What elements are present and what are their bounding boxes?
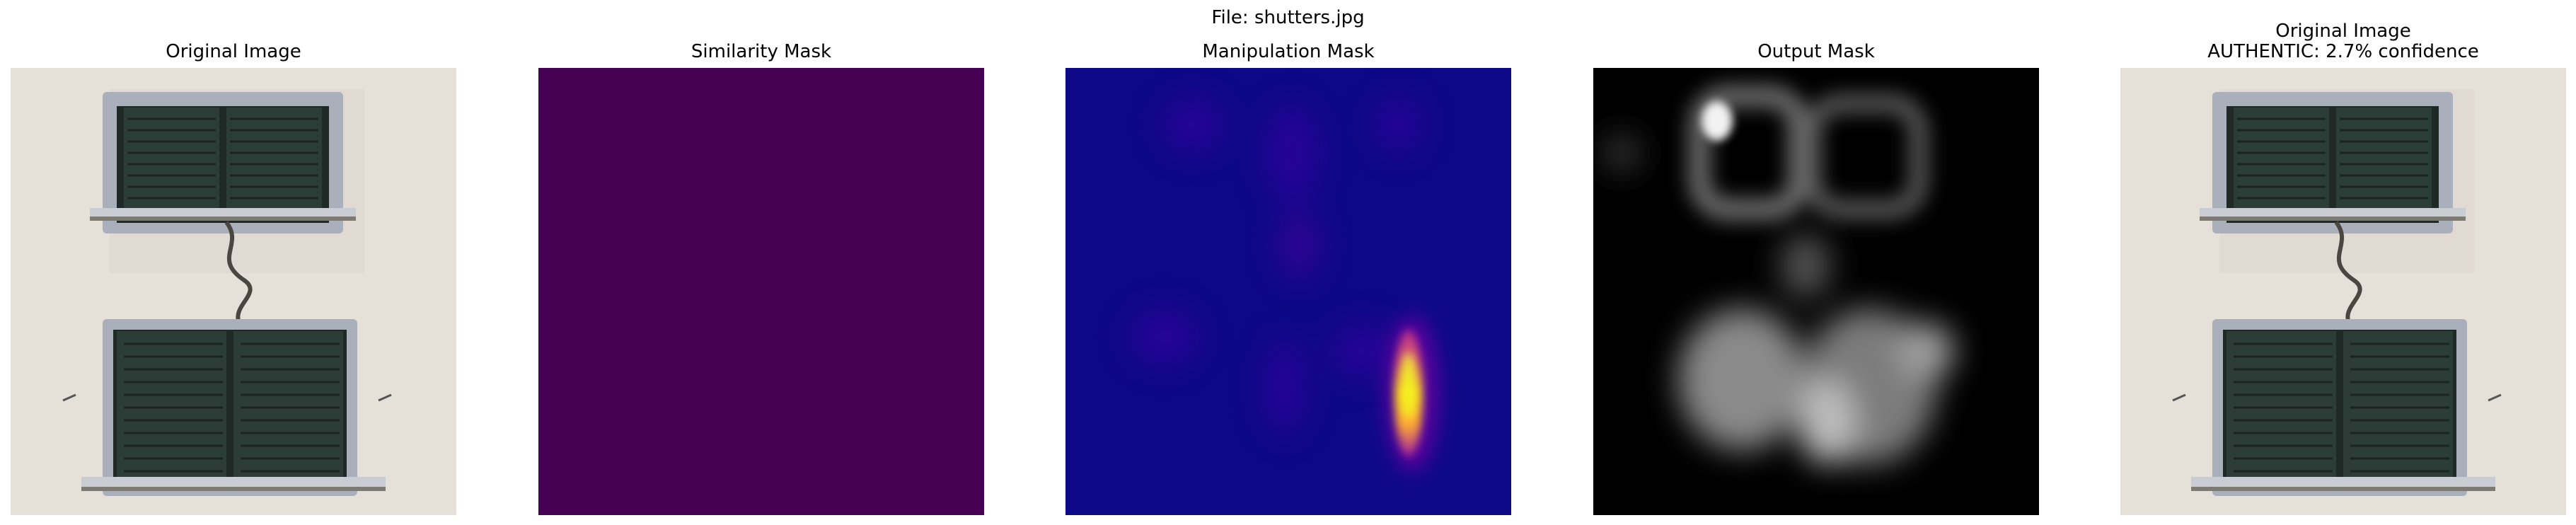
shutters-photo xyxy=(11,68,456,515)
output-mask-image xyxy=(1593,68,2039,515)
similarity-mask-fill xyxy=(538,68,984,515)
panel-original-image: Original Image xyxy=(11,42,456,515)
original-photo xyxy=(11,68,456,515)
panel-title: Similarity Mask xyxy=(691,41,832,62)
panel-title-line-1: Original Image xyxy=(2275,21,2411,42)
panel-original-image-verdict: Original Image AUTHENTIC: 2.7% confidenc… xyxy=(2120,21,2566,515)
hotspot xyxy=(1394,330,1423,457)
panel-output-mask: Output Mask xyxy=(1593,42,2039,515)
original-photo-copy xyxy=(2120,68,2566,515)
shutters-photo xyxy=(2120,68,2566,515)
panel-title: Output Mask xyxy=(1757,41,1875,62)
panel-similarity-mask: Similarity Mask xyxy=(538,42,984,515)
panel-title: Original Image xyxy=(166,41,301,62)
panel-manipulation-mask: Manipulation Mask xyxy=(1065,42,1511,515)
similarity-mask-image xyxy=(538,68,984,515)
manipulation-mask-image xyxy=(1065,68,1511,515)
figure-title: File: shutters.jpg xyxy=(1211,7,1365,28)
verdict-text: AUTHENTIC: 2.7% confidence xyxy=(2207,41,2479,62)
panel-title: Manipulation Mask xyxy=(1202,41,1375,62)
